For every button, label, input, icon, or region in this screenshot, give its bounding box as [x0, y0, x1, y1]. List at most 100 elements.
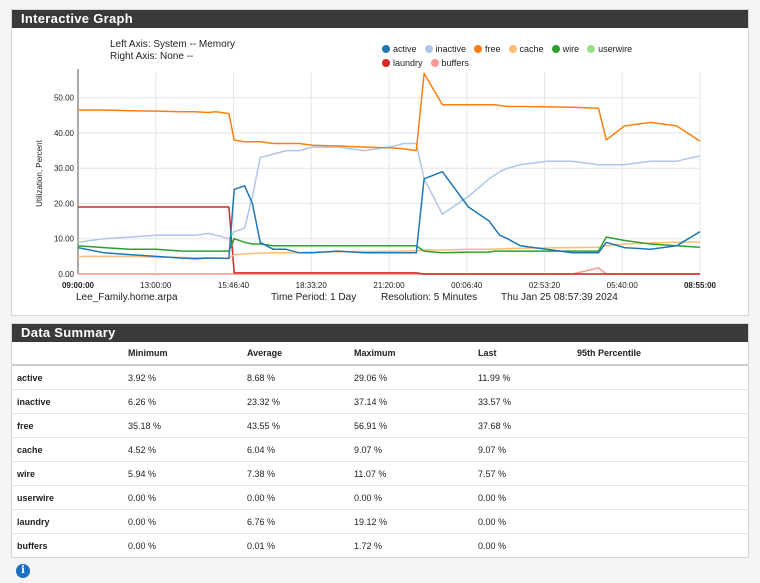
cell-name: active	[12, 365, 128, 390]
legend-item-wire[interactable]: wire	[551, 44, 580, 54]
cell-name: userwire	[12, 485, 128, 510]
series-line-active	[77, 170, 701, 260]
table-row: free 35.18 % 43.55 % 56.91 % 37.68 %	[12, 413, 748, 438]
info-icon[interactable]: i	[16, 564, 30, 578]
resolution-label: Resolution: 5 Minutes	[381, 292, 478, 303]
y-tick-label: 50.00	[54, 94, 75, 103]
legend-item-buffers[interactable]: buffers	[430, 58, 469, 68]
cell-name: laundry	[12, 509, 128, 534]
cell-avg: 43.55 %	[247, 413, 354, 438]
data-summary-panel: Data Summary Minimum Average Maximum Las…	[11, 323, 749, 558]
legend-marker	[382, 45, 390, 53]
cell-last: 0.00 %	[478, 485, 577, 510]
legend-item-active[interactable]: active	[382, 44, 417, 54]
legend-marker	[551, 45, 560, 53]
y-axis-label: Utilization, Percent	[35, 139, 44, 206]
cell-last: 9.07 %	[478, 437, 577, 462]
table-row: wire 5.94 % 7.38 % 11.07 % 7.57 %	[12, 461, 748, 486]
y-tick-label: 20.00	[54, 199, 75, 208]
cell-name: free	[12, 413, 128, 438]
table-row: inactive 6.26 % 23.32 % 37.14 % 33.57 %	[12, 389, 748, 414]
cell-95th	[577, 413, 748, 438]
cell-min: 3.92 %	[128, 365, 247, 390]
x-tick-label: 00:06:40	[451, 281, 483, 290]
legend-item-laundry[interactable]: laundry	[382, 58, 423, 68]
series-line-wire	[77, 236, 701, 254]
cell-95th	[577, 437, 748, 462]
cell-max: 29.06 %	[354, 365, 478, 390]
cell-avg: 23.32 %	[247, 389, 354, 414]
legend-marker	[508, 45, 517, 53]
legend-marker	[424, 45, 433, 53]
legend-item-cache[interactable]: cache	[508, 44, 544, 54]
cell-min: 0.00 %	[128, 540, 157, 551]
data-summary-table: Minimum Average Maximum Last 95th Percen…	[12, 342, 748, 557]
axis-info: Left Axis: System -- Memory Right Axis: …	[110, 39, 235, 63]
cell-avg: 0.01 %	[247, 540, 276, 551]
legend-label: active	[393, 44, 417, 54]
y-tick-label: 30.00	[54, 164, 75, 173]
x-tick-label: 09:00:00	[62, 281, 95, 290]
interactive-graph-panel: Interactive Graph Left Axis: System -- M…	[11, 9, 749, 316]
header-minimum: Minimum	[128, 342, 247, 366]
cell-last: 7.57 %	[478, 461, 577, 486]
cell-95th	[577, 389, 748, 414]
right-axis-label: Right Axis: None --	[110, 51, 194, 62]
legend-item-inactive[interactable]: inactive	[424, 44, 467, 54]
x-tick-label: 21:20:00	[373, 281, 405, 290]
cell-name: cache	[12, 437, 128, 462]
cell-95th	[577, 461, 748, 486]
cell-last: 0.00 %	[478, 540, 507, 551]
cell-max: 37.14 %	[354, 389, 478, 414]
legend-marker	[430, 59, 439, 67]
x-tick-label: 05:40:00	[607, 281, 639, 290]
x-tick-label: 18:33:20	[296, 281, 328, 290]
table-row: cache 4.52 % 6.04 % 9.07 % 9.07 %	[12, 437, 748, 462]
cell-max: 19.12 %	[354, 509, 478, 534]
legend-label: wire	[562, 44, 580, 54]
table-row: laundry 0.00 % 6.76 % 19.12 % 0.00 %	[12, 509, 748, 534]
cell-max: 1.72 %	[354, 540, 383, 551]
cell-max: 11.07 %	[354, 461, 478, 486]
header-average: Average	[247, 342, 354, 366]
x-tick-label: 02:53:20	[529, 281, 561, 290]
chart-legend: active inactive free cache wire userwire laund…	[382, 44, 672, 72]
cell-min: 0.00 %	[128, 485, 247, 510]
cell-avg: 7.38 %	[247, 461, 354, 486]
header-last: Last	[478, 342, 577, 366]
cell-95th	[577, 509, 748, 534]
legend-item-userwire[interactable]: userwire	[587, 44, 632, 54]
legend-marker	[382, 59, 390, 67]
legend-item-free[interactable]: free	[474, 44, 501, 54]
summary-panel-title: Data Summary	[12, 324, 748, 342]
cell-min: 5.94 %	[128, 461, 247, 486]
cell-95th	[577, 365, 748, 390]
y-tick-label: 40.00	[54, 129, 75, 138]
cell-avg: 8.68 %	[247, 365, 354, 390]
legend-label: laundry	[393, 58, 423, 68]
left-axis-label: Left Axis: System -- Memory	[110, 39, 236, 50]
cell-max: 56.91 %	[354, 413, 478, 438]
header-maximum: Maximum	[354, 342, 478, 366]
cell-avg: 0.00 %	[247, 485, 354, 510]
cell-name: inactive	[12, 389, 128, 414]
cell-last: 11.99 %	[478, 365, 577, 390]
cell-max: 0.00 %	[354, 485, 478, 510]
cell-avg: 6.76 %	[247, 509, 354, 534]
legend-label: userwire	[598, 44, 633, 54]
host-label: Lee_Family.home.arpa	[76, 292, 178, 303]
cell-name: wire	[12, 461, 128, 486]
cell-min: 4.52 %	[128, 437, 247, 462]
legend-label: inactive	[435, 44, 467, 54]
legend-marker	[587, 45, 596, 53]
series-line-inactive	[77, 142, 701, 244]
memory-line-chart: 0.00 10.00 20.00 30.00 40.00 50.00 09:00:00 13:…	[35, 69, 717, 290]
cell-95th	[577, 534, 748, 558]
cell-last: 0.00 %	[478, 509, 577, 534]
legend-label: cache	[519, 44, 544, 54]
legend-marker	[474, 45, 483, 53]
table-row: buffers 0.00 % 0.01 % 1.72 % 0.00 %	[12, 534, 748, 558]
graph-panel-title: Interactive Graph	[12, 10, 748, 28]
cell-min: 0.00 %	[128, 509, 247, 534]
x-tick-label: 13:00:00	[140, 281, 172, 290]
